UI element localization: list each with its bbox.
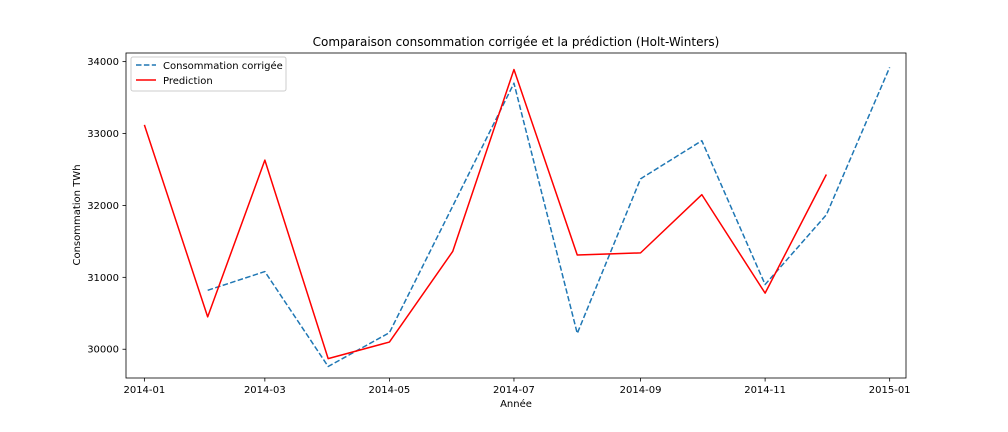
x-axis-label: Année xyxy=(500,398,532,410)
plot-area xyxy=(125,52,907,379)
y-tick-label: 32000 xyxy=(87,201,119,212)
chart-title: Comparaison consommation corrigée et la … xyxy=(313,35,720,49)
x-tick-label: 2014-09 xyxy=(620,385,662,396)
x-axis: 2014-01 2014-03 2014-05 2014-07 2014-09 2014-… xyxy=(123,378,911,396)
y-tick-label: 31000 xyxy=(87,273,119,284)
y-tick-label: 30000 xyxy=(87,345,119,356)
x-tick-label: 2015-01 xyxy=(869,385,911,396)
legend-box xyxy=(130,56,287,92)
legend: Consommation corrigée Prediction xyxy=(130,56,287,92)
series-line-1 xyxy=(143,68,828,360)
legend-label-prediction: Prediction xyxy=(163,76,213,87)
y-axis-label: Consommation TWh xyxy=(72,164,83,265)
y-axis: 30000 31000 32000 33000 34000 xyxy=(87,57,126,356)
y-tick-label: 33000 xyxy=(87,129,119,140)
legend-label-consommation: Consommation corrigée xyxy=(163,60,283,72)
y-tick-label: 34000 xyxy=(87,57,119,68)
x-tick-label: 2014-07 xyxy=(493,385,535,396)
x-tick-label: 2014-01 xyxy=(123,385,165,396)
x-tick-label: 2014-05 xyxy=(369,385,411,396)
series-layer xyxy=(143,67,891,368)
x-tick-label: 2014-11 xyxy=(744,385,786,396)
x-tick-label: 2014-03 xyxy=(244,385,286,396)
